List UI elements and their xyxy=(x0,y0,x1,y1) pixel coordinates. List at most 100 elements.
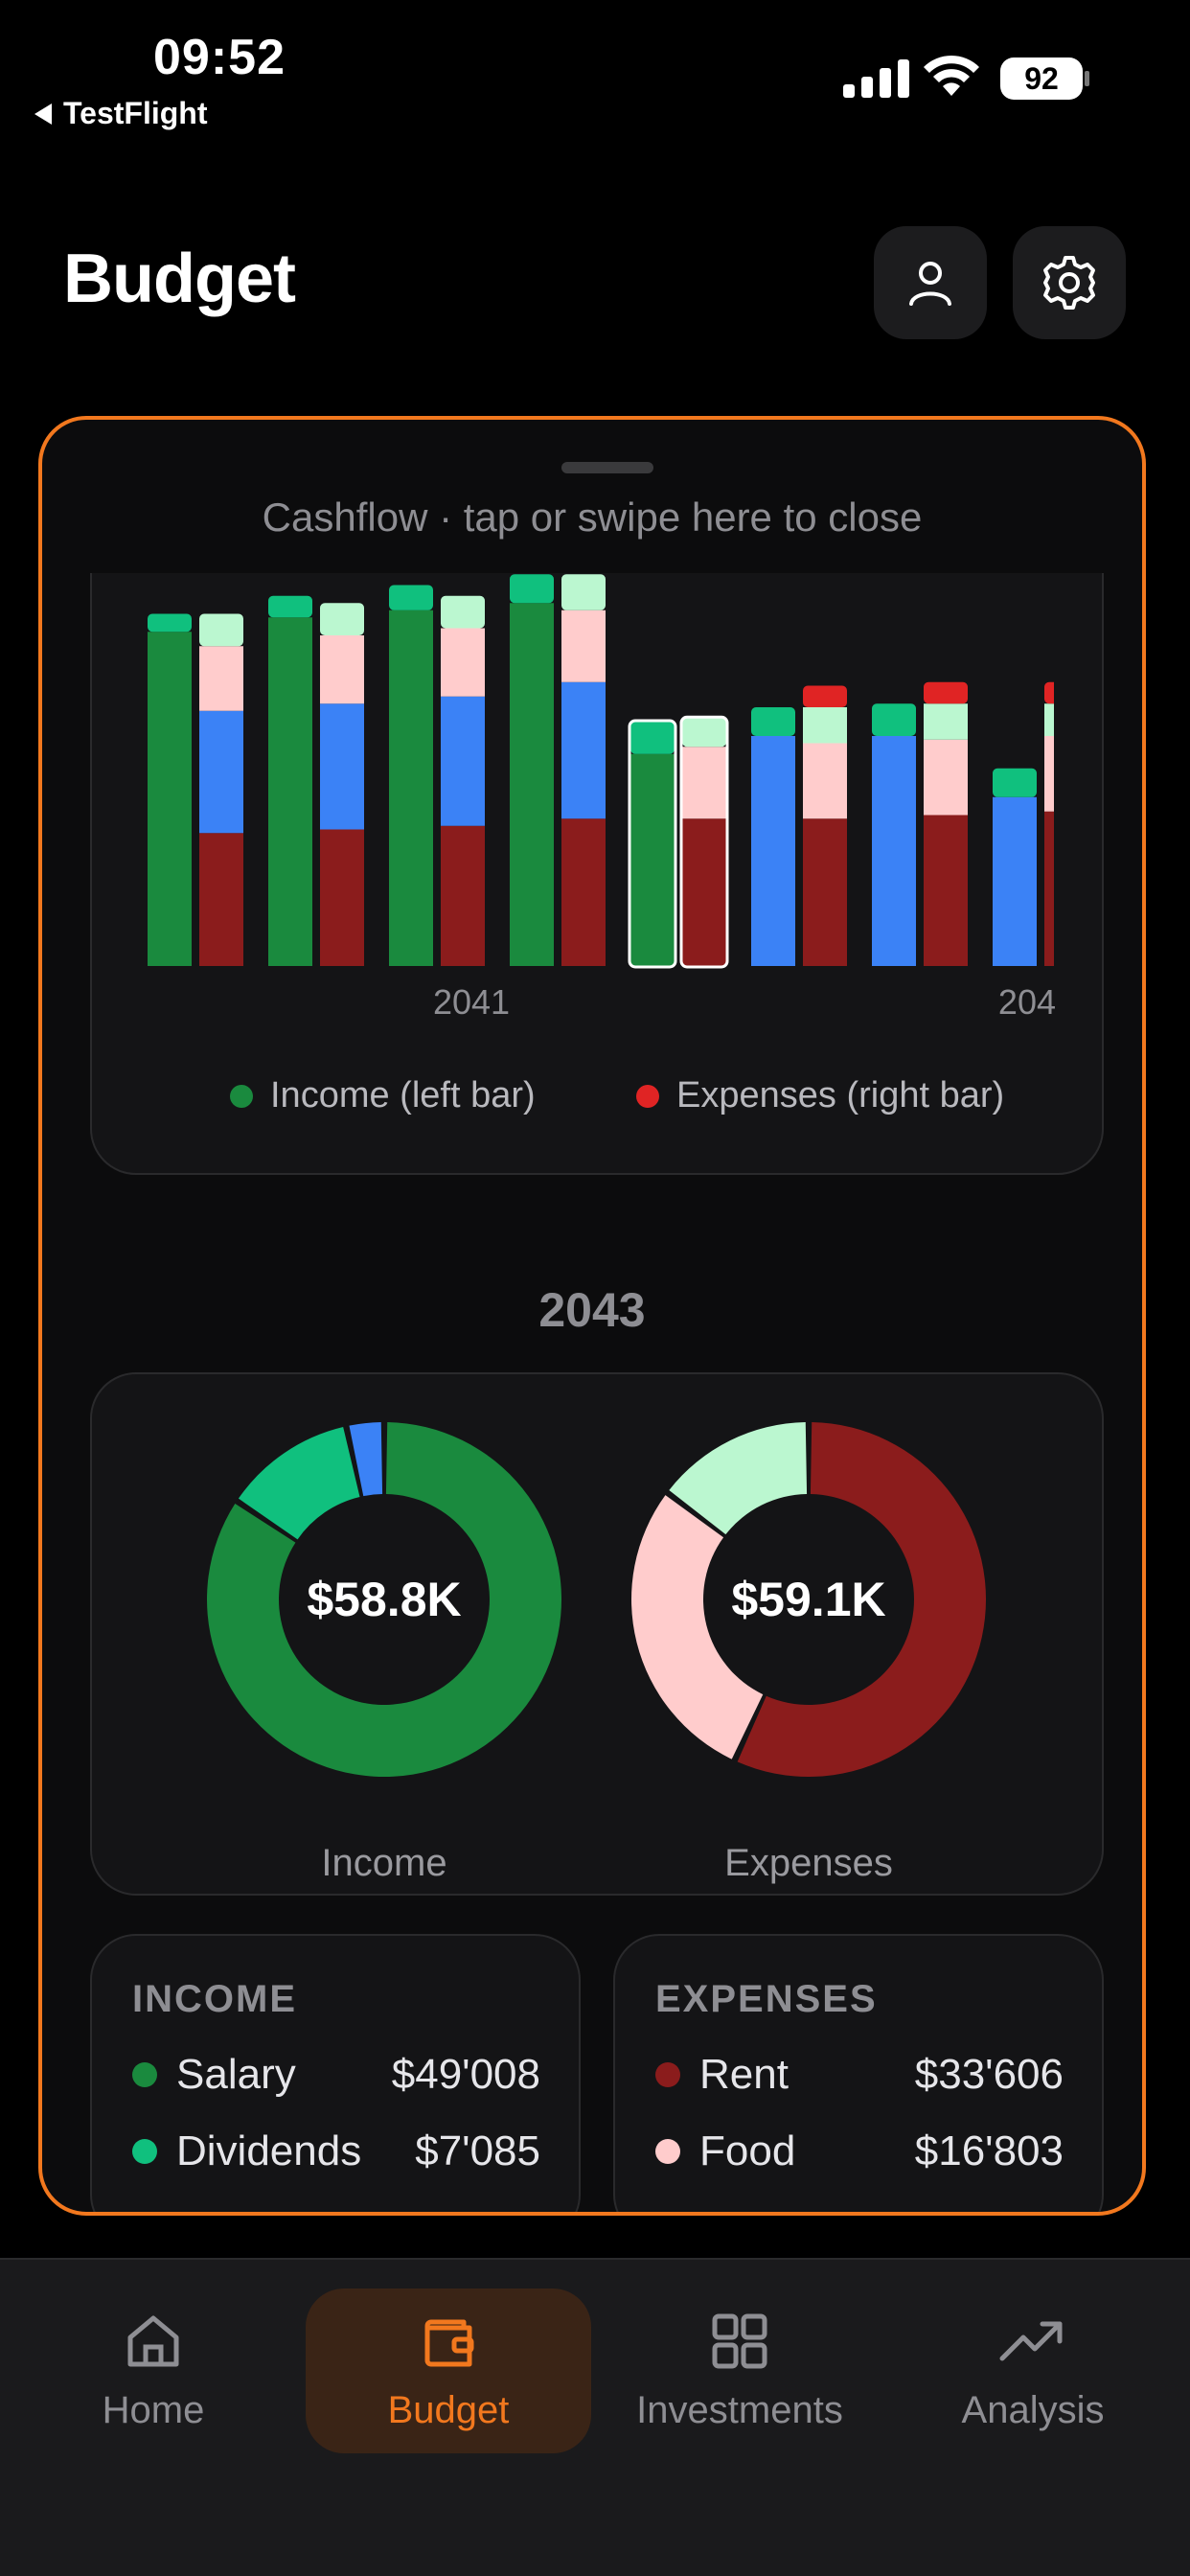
expense-bar-6-segment-3[interactable] xyxy=(924,703,968,740)
income-bar-7-segment-2[interactable] xyxy=(993,768,1037,797)
income-bar-2-segment-0[interactable] xyxy=(389,610,433,966)
income-card-title: INCOME xyxy=(132,1978,297,2020)
income-donut[interactable]: $58.8K Income xyxy=(207,1422,562,1884)
expense-bar-7-segment-4[interactable] xyxy=(1044,681,1088,704)
wifi-icon xyxy=(924,55,979,96)
donut-card: $58.8K Income $59.1K Expenses xyxy=(90,1372,1104,1896)
income-bar-3-segment-2[interactable] xyxy=(510,574,554,604)
expense-bar-2-segment-1[interactable] xyxy=(441,696,485,826)
legend-expenses-label: Expenses (right bar) xyxy=(676,1075,1005,1116)
expense-bar-3-segment-0[interactable] xyxy=(561,818,606,966)
income-bar-0-segment-0[interactable] xyxy=(148,632,192,966)
expenses-row-rent[interactable]: Rent $33'606 xyxy=(655,2051,1064,2099)
expense-bar-2-segment-0[interactable] xyxy=(441,825,485,966)
income-bar-4-segment-0[interactable] xyxy=(630,753,675,966)
profile-button[interactable] xyxy=(874,226,987,339)
income-bar-1-segment-2[interactable] xyxy=(268,595,312,618)
battery-tip xyxy=(1085,71,1089,86)
expense-bar-1-segment-2[interactable] xyxy=(320,635,364,704)
battery-icon: 92 xyxy=(1000,58,1083,100)
tab-analysis[interactable]: Analysis xyxy=(939,2288,1127,2453)
income-row-salary[interactable]: Salary $49'008 xyxy=(132,2051,540,2099)
person-icon xyxy=(909,262,951,306)
expense-bar-0-segment-2[interactable] xyxy=(199,646,243,711)
expense-bar-7-segment-3[interactable] xyxy=(1044,703,1088,736)
legend-expenses-dot xyxy=(636,1084,659,1108)
back-to-testflight-link[interactable]: TestFlight xyxy=(34,96,208,131)
expense-bar-5-segment-2[interactable] xyxy=(803,743,847,819)
expense-bar-6-segment-0[interactable] xyxy=(924,815,968,967)
expenses-row-food[interactable]: Food $16'803 xyxy=(655,2128,1064,2175)
expense-bar-3-segment-1[interactable] xyxy=(561,681,606,819)
tab-budget-label: Budget xyxy=(387,2388,510,2431)
expense-bar-5-segment-3[interactable] xyxy=(803,707,847,744)
income-bar-6-segment-1[interactable] xyxy=(872,736,916,966)
cashflow-chart[interactable]: 2041 204 xyxy=(92,573,1106,1024)
expense-bar-4-segment-2[interactable] xyxy=(682,747,726,819)
expenses-donut-slice-0[interactable] xyxy=(737,1422,986,1777)
expense-bar-3-segment-3[interactable] xyxy=(561,574,606,610)
income-bar-0-segment-2[interactable] xyxy=(148,613,192,632)
expenses-breakdown-card: EXPENSES Rent $33'606 Food $16'803 xyxy=(613,1934,1104,2212)
x-tick-label: 204 xyxy=(998,982,1056,1022)
expense-bar-0-segment-1[interactable] xyxy=(199,710,243,834)
expenses-card-title: EXPENSES xyxy=(655,1978,878,2020)
dividends-dot xyxy=(132,2139,157,2164)
income-bar-3-segment-0[interactable] xyxy=(510,603,554,966)
expenses-row-amount: $33'606 xyxy=(914,2051,1064,2098)
tab-bar: Home Budget Investments Analysis xyxy=(0,2258,1190,2576)
back-label: TestFlight xyxy=(63,96,208,130)
cashflow-sheet[interactable]: Cashflow · tap or swipe here to close 20… xyxy=(38,416,1146,2216)
income-breakdown-card: INCOME Salary $49'008 Dividends $7'085 xyxy=(90,1934,581,2212)
expenses-row-amount: $16'803 xyxy=(914,2128,1064,2174)
expenses-donut-slice-2[interactable] xyxy=(669,1422,808,1535)
expense-bar-5-segment-4[interactable] xyxy=(803,685,847,708)
settings-button[interactable] xyxy=(1013,226,1126,339)
expense-bar-7-segment-2[interactable] xyxy=(1044,736,1088,812)
expense-bar-1-segment-0[interactable] xyxy=(320,829,364,967)
income-bar-4-segment-2[interactable] xyxy=(630,722,675,754)
expense-bar-1-segment-3[interactable] xyxy=(320,603,364,635)
income-row-name: Salary xyxy=(176,2051,296,2098)
income-bar-2-segment-2[interactable] xyxy=(389,585,433,610)
expense-bar-2-segment-3[interactable] xyxy=(441,595,485,629)
expense-bar-2-segment-2[interactable] xyxy=(441,628,485,697)
expense-bar-6-segment-2[interactable] xyxy=(924,739,968,816)
expense-bar-6-segment-4[interactable] xyxy=(924,681,968,704)
sheet-close-hint[interactable]: Cashflow · tap or swipe here to close xyxy=(262,494,923,540)
income-bar-selected-outline xyxy=(628,719,677,969)
expenses-total: $59.1K xyxy=(731,1573,886,1626)
tab-budget[interactable]: Budget xyxy=(306,2288,591,2453)
income-bar-7-segment-1[interactable] xyxy=(993,796,1037,966)
income-bar-1-segment-0[interactable] xyxy=(268,617,312,966)
expense-bar-4-segment-3[interactable] xyxy=(682,718,726,748)
income-bar-5-segment-1[interactable] xyxy=(751,736,795,966)
cashflow-chart-card: 2041 204 Income (left bar) Expenses (righ… xyxy=(90,573,1104,1175)
income-row-amount: $49'008 xyxy=(391,2051,540,2098)
sheet-grabber[interactable] xyxy=(561,462,653,473)
income-donut-slice-0[interactable] xyxy=(207,1422,562,1777)
expenses-donut-slice-1[interactable] xyxy=(631,1495,764,1760)
expense-bar-1-segment-1[interactable] xyxy=(320,703,364,830)
income-donut-slice-1[interactable] xyxy=(238,1427,360,1540)
expense-bar-4-segment-0[interactable] xyxy=(682,818,726,966)
selected-year: 2043 xyxy=(538,1283,646,1337)
rent-dot xyxy=(655,2062,680,2087)
income-bar-6-segment-2[interactable] xyxy=(872,703,916,736)
expenses-donut[interactable]: $59.1K Expenses xyxy=(631,1422,986,1884)
expense-bar-7-segment-0[interactable] xyxy=(1044,811,1088,966)
expense-bar-0-segment-0[interactable] xyxy=(199,833,243,966)
tab-home[interactable]: Home xyxy=(61,2288,245,2453)
expense-bar-0-segment-3[interactable] xyxy=(199,613,243,647)
legend-income: Income (left bar) xyxy=(230,1075,536,1116)
food-dot xyxy=(655,2139,680,2164)
expense-bar-5-segment-0[interactable] xyxy=(803,818,847,966)
expense-bar-selected-outline xyxy=(679,715,729,969)
income-row-dividends[interactable]: Dividends $7'085 xyxy=(132,2128,540,2175)
income-donut-slice-2[interactable] xyxy=(349,1422,383,1497)
expense-bar-3-segment-2[interactable] xyxy=(561,610,606,682)
back-arrow-icon xyxy=(34,103,52,125)
income-donut-label: Income xyxy=(321,1842,447,1884)
income-bar-5-segment-2[interactable] xyxy=(751,707,795,736)
tab-investments[interactable]: Investments xyxy=(613,2288,866,2453)
